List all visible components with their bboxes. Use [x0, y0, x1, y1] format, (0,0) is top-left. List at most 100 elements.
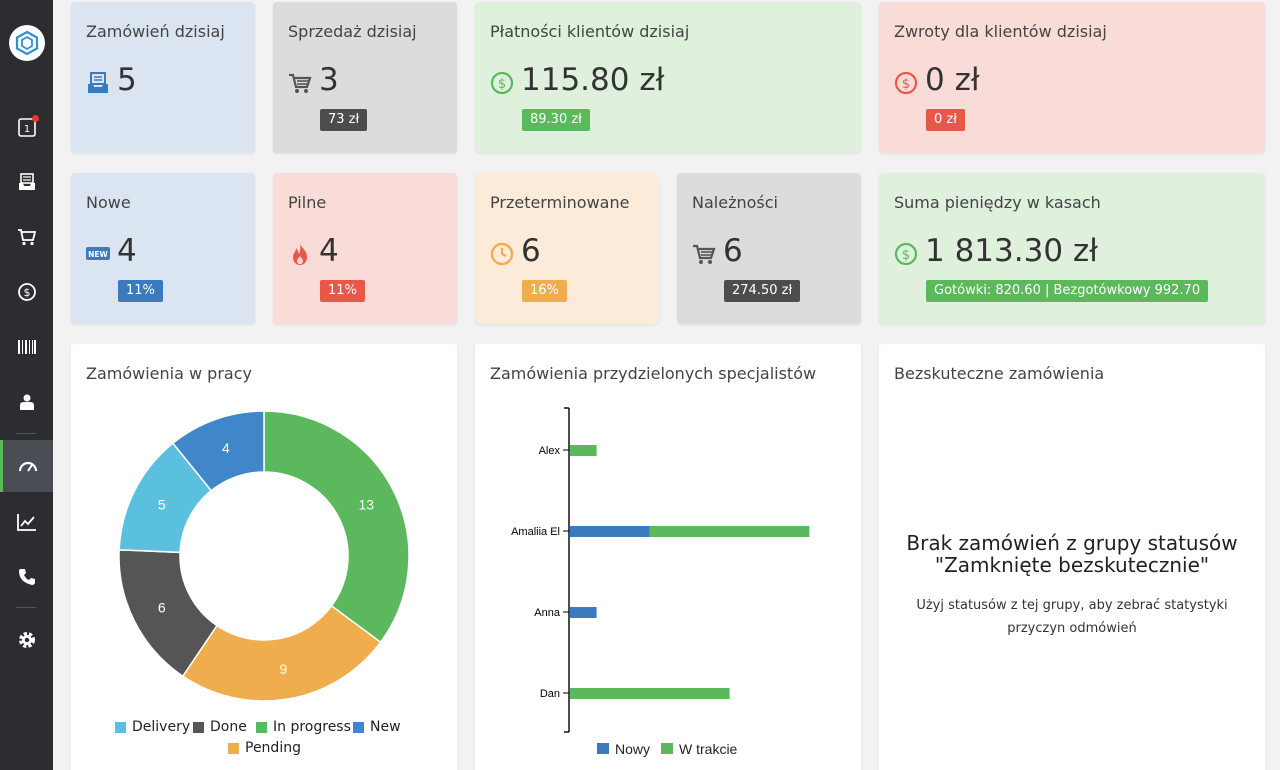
sidebar-item-employees[interactable] [0, 382, 53, 422]
empty-title-line2: "Zamknięte bezskutecznie" [934, 553, 1210, 577]
stat-value: 4 [319, 233, 339, 269]
donut-slice-label: 6 [158, 600, 166, 616]
calendar-icon: 1 [17, 118, 36, 137]
legend-item-in-progress[interactable]: In progress [256, 719, 351, 735]
donut-slice-new[interactable] [171, 410, 265, 492]
bar-nowy[interactable] [570, 526, 650, 537]
sidebar-item-products[interactable] [0, 327, 53, 367]
empty-hint-line2: przyczyn odmówień [1007, 621, 1137, 636]
donut-chart: 13 9 6 5 4 [118, 410, 410, 702]
bar-w-trakcie[interactable] [570, 445, 597, 456]
sidebar-item-analytics[interactable] [0, 502, 53, 542]
empty-title-line1: Brak zamówień z grupy statusów [906, 531, 1238, 555]
hexagon-logo-icon [15, 30, 39, 56]
svg-text:$: $ [902, 77, 910, 92]
legend-item-done[interactable]: Done [193, 719, 247, 735]
donut-slice-label: 5 [158, 496, 166, 512]
clock-icon [490, 242, 514, 266]
new-icon-text: NEW [88, 250, 108, 259]
cart-icon [17, 229, 36, 246]
legend-label: In progress [273, 719, 351, 735]
bar-nowy[interactable] [570, 607, 597, 618]
donut-slice-label: 9 [279, 661, 287, 677]
stat-badge: Gotówki: 820.60 | Bezgotówkowy 992.70 [926, 280, 1209, 302]
bar-w-trakcie[interactable] [649, 526, 810, 537]
sidebar-item-orders[interactable] [0, 162, 53, 202]
y-tick-label: Amaliia El [511, 526, 560, 538]
stat-title: Nowe [86, 193, 131, 212]
stat-card-cash-total[interactable]: Suma pieniędzy w kasach $ 1 813.30 zł Go… [879, 173, 1265, 324]
sidebar-item-dashboard[interactable] [0, 440, 53, 492]
legend-item-new[interactable]: New [353, 719, 401, 735]
legend-swatch [193, 721, 204, 733]
stat-value: 6 [723, 233, 743, 269]
dollar-icon: $ [894, 242, 918, 266]
stat-card-orders-today[interactable]: Zamówień dzisiaj 5 [71, 2, 255, 153]
stat-title: Płatności klientów dzisiaj [490, 22, 690, 41]
chart-title: Zamówienia w pracy [86, 364, 252, 383]
donut-slice-label: 4 [222, 440, 230, 456]
sidebar-divider [16, 607, 36, 608]
stat-card-urgent[interactable]: Pilne 4 11% [273, 173, 457, 324]
dollar-icon: $ [17, 283, 36, 301]
sidebar-divider [16, 433, 36, 434]
stat-value: 1 813.30 zł [925, 233, 1098, 269]
inbox-icon [88, 72, 108, 93]
empty-state-title: Brak zamówień z grupy statusów "Zamknięt… [879, 532, 1265, 576]
donut-slice-label: 13 [358, 496, 374, 512]
legend-swatch [228, 742, 239, 754]
sidebar-item-calendar[interactable]: 1 [0, 107, 53, 147]
legend-label[interactable]: W trakcie [679, 741, 738, 757]
inbox-icon [18, 173, 35, 190]
svg-text:$: $ [23, 286, 30, 299]
stat-card-new[interactable]: Nowe NEW 4 11% [71, 173, 255, 324]
empty-hint-line1: Użyj statusów z tej grupy, aby zebrać st… [916, 598, 1228, 613]
stat-card-sales-today[interactable]: Sprzedaż dzisiaj 3 73 zł [273, 2, 457, 153]
stat-value: 0 zł [925, 62, 980, 98]
legend-label: Delivery [132, 719, 191, 735]
donut-slice-pending[interactable] [181, 604, 382, 702]
gear-icon [18, 632, 35, 648]
line-chart-icon [16, 514, 36, 531]
stat-card-receivables[interactable]: Należności 6 274.50 zł [677, 173, 861, 324]
svg-text:$: $ [498, 77, 506, 92]
stat-title: Należności [692, 193, 778, 212]
stat-value: 5 [117, 62, 137, 98]
dollar-icon: $ [894, 71, 918, 95]
stat-title: Przeterminowane [490, 193, 630, 212]
stat-badge: 11% [118, 280, 163, 302]
legend-item-pending[interactable]: Pending [228, 740, 301, 756]
chart-card-specialists: Zamówienia przydzielonych specjalistów A… [475, 344, 861, 770]
new-icon: NEW [86, 247, 110, 260]
app-logo[interactable] [9, 25, 45, 61]
y-tick-label: Alex [539, 445, 561, 457]
chart-card-failed-orders: Bezskuteczne zamówienia Brak zamówień z … [879, 344, 1265, 770]
svg-text:$: $ [902, 248, 910, 263]
stat-value: 4 [117, 233, 137, 269]
speedometer-icon [18, 461, 38, 472]
donut-slice-in-progress[interactable] [263, 410, 410, 644]
y-tick-label: Dan [540, 688, 560, 700]
stat-value: 3 [319, 62, 339, 98]
sidebar-item-sales[interactable] [0, 217, 53, 257]
stat-title: Sprzedaż dzisiaj [288, 22, 417, 41]
legend-label[interactable]: Nowy [615, 741, 650, 757]
stat-card-overdue[interactable]: Przeterminowane 6 16% [475, 173, 659, 324]
stat-card-refunds-today[interactable]: Zwroty dla klientów dzisiaj $ 0 zł 0 zł [879, 2, 1265, 153]
y-tick-label: Anna [534, 607, 561, 619]
sidebar-item-calls[interactable] [0, 557, 53, 597]
legend-swatch [353, 721, 364, 733]
bar-w-trakcie[interactable] [570, 688, 730, 699]
sidebar-item-settings[interactable] [0, 620, 53, 660]
legend-label: Done [210, 719, 247, 735]
chart-card-orders-in-progress: Zamówienia w pracy 13 9 6 5 4 Delivery Done … [71, 344, 457, 770]
stat-badge: 274.50 zł [724, 280, 801, 302]
legend-label: New [370, 719, 401, 735]
stat-badge: 0 zł [926, 109, 965, 131]
legend-item-delivery[interactable]: Delivery [115, 719, 190, 735]
notification-dot [32, 115, 39, 122]
calendar-number: 1 [23, 124, 29, 135]
stat-badge: 16% [522, 280, 567, 302]
stat-card-payments-today[interactable]: Płatności klientów dzisiaj $ 115.80 zł 8… [475, 2, 861, 153]
sidebar-item-finance[interactable]: $ [0, 272, 53, 312]
